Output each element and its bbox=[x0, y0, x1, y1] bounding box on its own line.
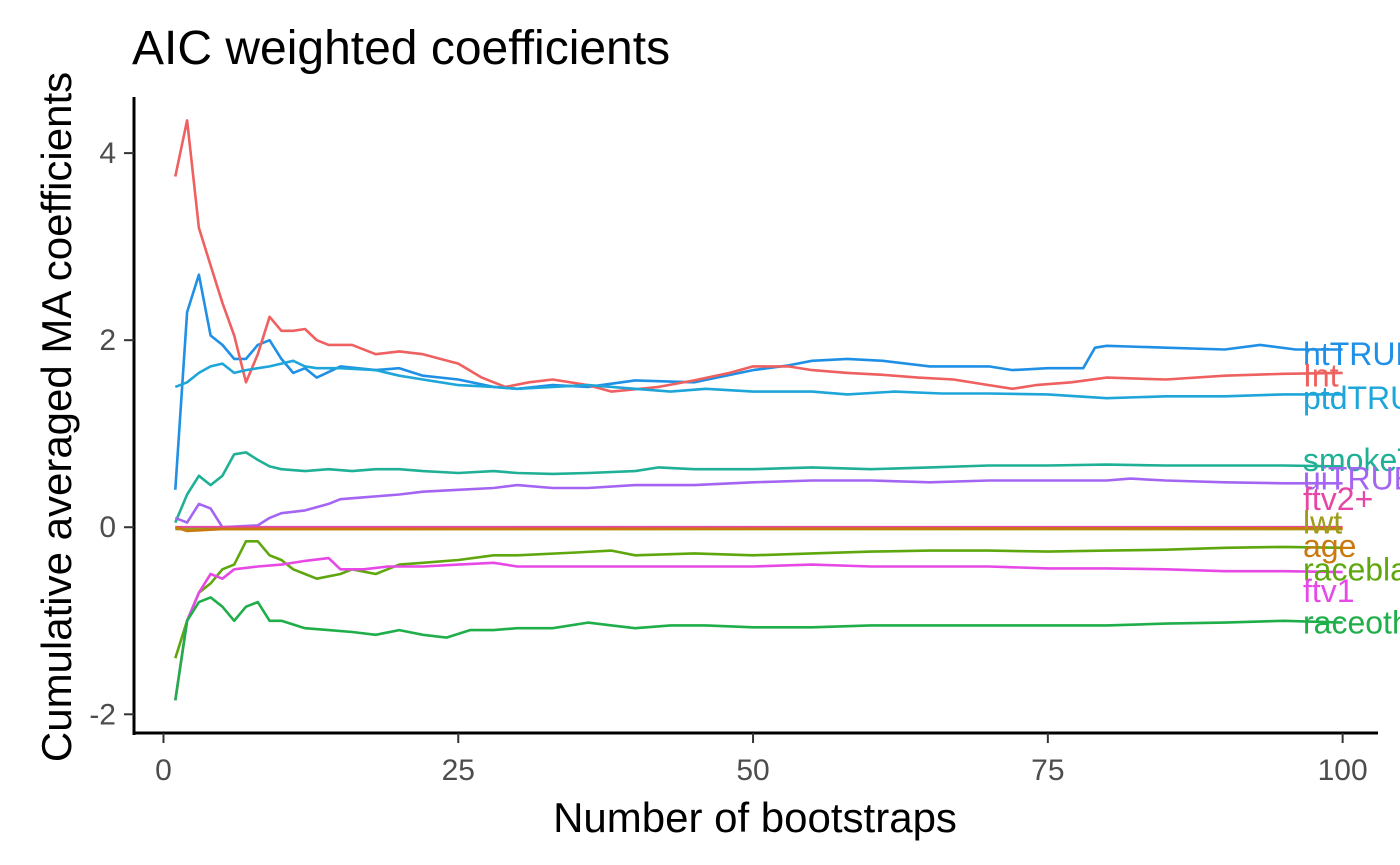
chart-title: AIC weighted coefficients bbox=[132, 22, 670, 75]
series-line-ftv1 bbox=[174, 556, 1343, 701]
x-tick-label: 100 bbox=[1318, 754, 1368, 787]
series-line-int bbox=[174, 119, 1343, 393]
x-ticks: 0 25 50 75 100 bbox=[155, 733, 1368, 787]
series-label: raceother bbox=[1303, 605, 1400, 641]
series-line-raceblack bbox=[174, 540, 1343, 659]
series-line-raceother bbox=[174, 596, 1343, 701]
series-label: uiTRUE bbox=[1303, 461, 1400, 497]
y-tick-label: -2 bbox=[89, 698, 116, 731]
x-tick-label: 0 bbox=[155, 754, 172, 787]
series-line-httrue bbox=[174, 273, 1343, 490]
series-line-smoketrue bbox=[174, 451, 1343, 524]
y-axis-title: Cumulative averaged MA coefficients bbox=[33, 72, 80, 762]
x-tick-label: 75 bbox=[1031, 754, 1064, 787]
x-tick-label: 50 bbox=[736, 754, 769, 787]
x-tick-label: 25 bbox=[442, 754, 475, 787]
series-line-age bbox=[174, 525, 1343, 533]
series-line-ptdtrue bbox=[174, 359, 1343, 400]
y-tick-label: 0 bbox=[99, 511, 116, 544]
y-ticks: -2 0 2 4 bbox=[89, 137, 134, 731]
series-label: smokeTRUE bbox=[1303, 442, 1400, 478]
series-lines bbox=[174, 119, 1343, 701]
series-label: htTRUE bbox=[1303, 336, 1400, 372]
series-label: age bbox=[1303, 528, 1356, 564]
series-label: raceblack bbox=[1303, 551, 1400, 587]
series-label: Int bbox=[1303, 358, 1339, 394]
series-label: lwt bbox=[1303, 505, 1342, 541]
x-axis-title: Number of bootstraps bbox=[553, 794, 957, 841]
y-tick-label: 4 bbox=[99, 137, 116, 170]
series-line-uitrue bbox=[174, 477, 1343, 529]
series-label: ftv1 bbox=[1303, 573, 1355, 609]
series-label: ptdTRUE bbox=[1303, 380, 1400, 416]
y-tick-label: 2 bbox=[99, 324, 116, 357]
series-label: ftv2+ bbox=[1303, 481, 1373, 517]
series-labels: htTRUEIntptdTRUE smokeTRUEuiTRUEftv2+lwta… bbox=[1303, 336, 1400, 640]
